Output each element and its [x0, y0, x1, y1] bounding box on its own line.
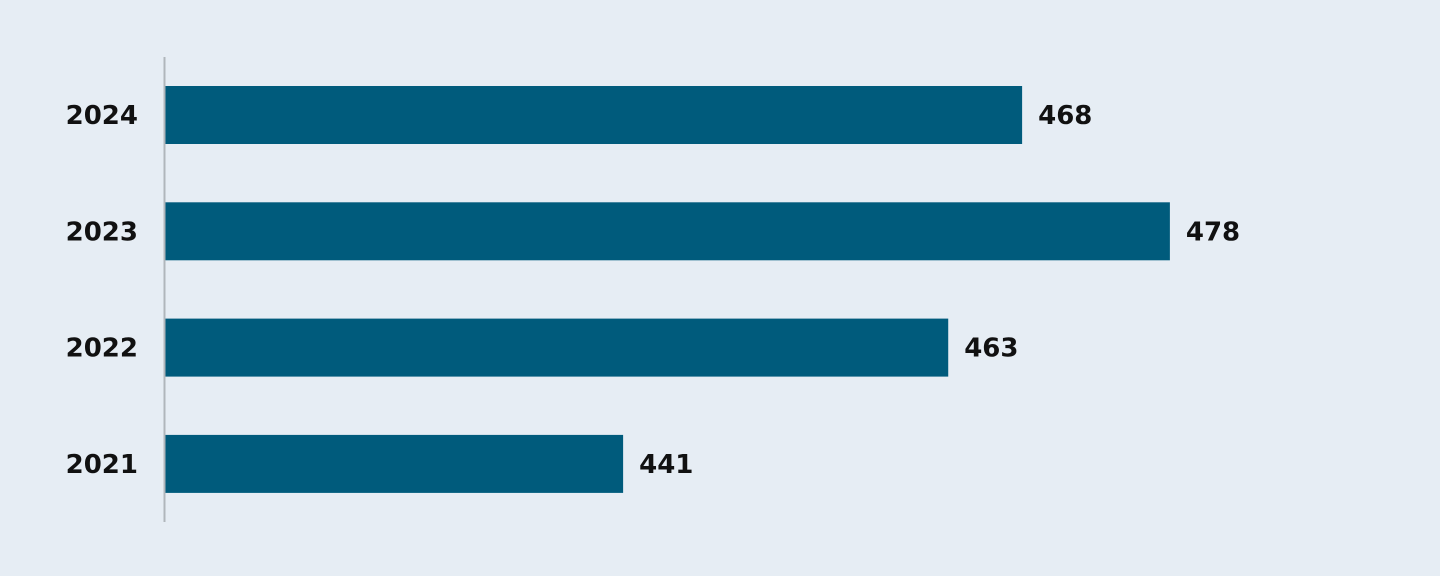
category-label-2024: 2024 [66, 101, 138, 131]
bars-layer [165, 86, 1170, 493]
labels-layer: 468 2024 478 2023 463 2022 441 2021 [66, 101, 1241, 480]
value-label-2024: 468 [1038, 101, 1092, 131]
bar-2022 [165, 318, 949, 377]
value-label-2021: 441 [639, 450, 693, 480]
category-label-2023: 2023 [66, 217, 138, 247]
bar-2024 [165, 86, 1023, 144]
category-label-2021: 2021 [66, 450, 138, 480]
category-label-2022: 2022 [66, 334, 138, 364]
value-label-2023: 478 [1186, 217, 1240, 247]
bar-2023 [165, 202, 1170, 261]
value-label-2022: 463 [964, 334, 1018, 364]
bar-2021 [165, 434, 624, 493]
